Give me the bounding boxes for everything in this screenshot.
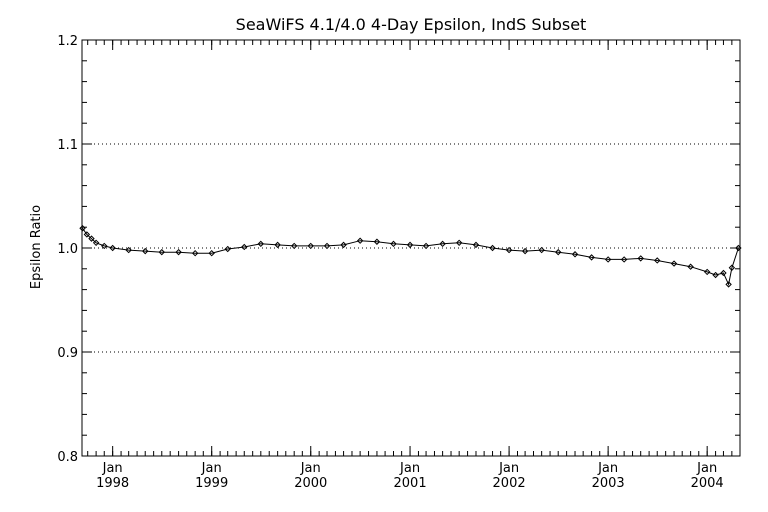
data-point [83,231,91,238]
x-tick-label-year: 2004 [691,476,724,491]
series-line [82,227,739,287]
data-point [455,239,463,247]
data-point [290,242,298,250]
data-point [588,254,595,261]
data-point [191,249,199,257]
plot-area [79,225,742,288]
data-point [637,255,644,262]
data-point [728,264,736,271]
y-tick-label: 0.8 [57,450,78,465]
data-point [356,237,364,244]
x-tick-label-month: Jan [498,461,519,476]
y-tick-label: 1.0 [57,242,78,257]
y-tick-label: 1.2 [57,34,78,49]
chart-title: SeaWiFS 4.1/4.0 4-Day Epsilon, IndS Subs… [236,15,587,34]
data-point [307,242,314,250]
data-point [538,246,545,254]
data-point [323,242,331,250]
data-point [725,281,732,288]
data-point [390,240,397,248]
data-point [373,238,381,245]
x-tick-label-year: 2001 [394,476,427,491]
data-point [554,248,562,256]
data-point [274,241,281,249]
data-point [712,271,719,279]
x-tick-label-month: Jan [696,461,717,476]
data-point [670,260,678,267]
data-point [109,244,116,252]
data-point [257,240,265,248]
data-point [175,248,182,256]
data-point [604,256,612,263]
data-point [720,269,727,277]
x-tick-label-month: Jan [201,461,222,476]
data-point [224,245,231,253]
axes: 0.80.91.01.11.2Jan1998Jan1999Jan2000Jan2… [57,34,741,491]
data-point [620,256,628,263]
data-point [241,243,248,251]
x-tick-label-year: 1999 [195,476,228,491]
data-point [158,248,165,256]
data-point [505,246,513,254]
data-point [703,268,711,276]
y-tick-label: 1.1 [57,138,78,153]
data-point [571,251,579,258]
data-point [406,241,414,249]
y-axis-label: Epsilon Ratio [29,205,44,289]
x-tick-label-month: Jan [102,461,123,476]
y-tick-label: 0.9 [57,346,78,361]
data-point [92,239,100,247]
data-point [142,247,149,255]
data-point [654,257,661,264]
x-tick-label-year: 2003 [592,476,625,491]
data-point [521,247,529,255]
data-point [340,241,347,249]
x-tick-label-year: 2002 [493,476,526,491]
x-tick-label-year: 2000 [294,476,327,491]
data-point [422,242,430,250]
gridlines [82,143,740,353]
data-point [208,249,215,257]
data-point [88,235,95,242]
data-point [687,263,694,270]
data-point [439,240,446,248]
x-tick-label-month: Jan [597,461,618,476]
data-point [472,241,480,249]
x-tick-label-month: Jan [300,461,321,476]
data-point [125,246,132,254]
data-point [489,244,496,252]
x-tick-label-month: Jan [399,461,420,476]
data-point [101,242,108,250]
x-tick-label-year: 1998 [96,476,129,491]
